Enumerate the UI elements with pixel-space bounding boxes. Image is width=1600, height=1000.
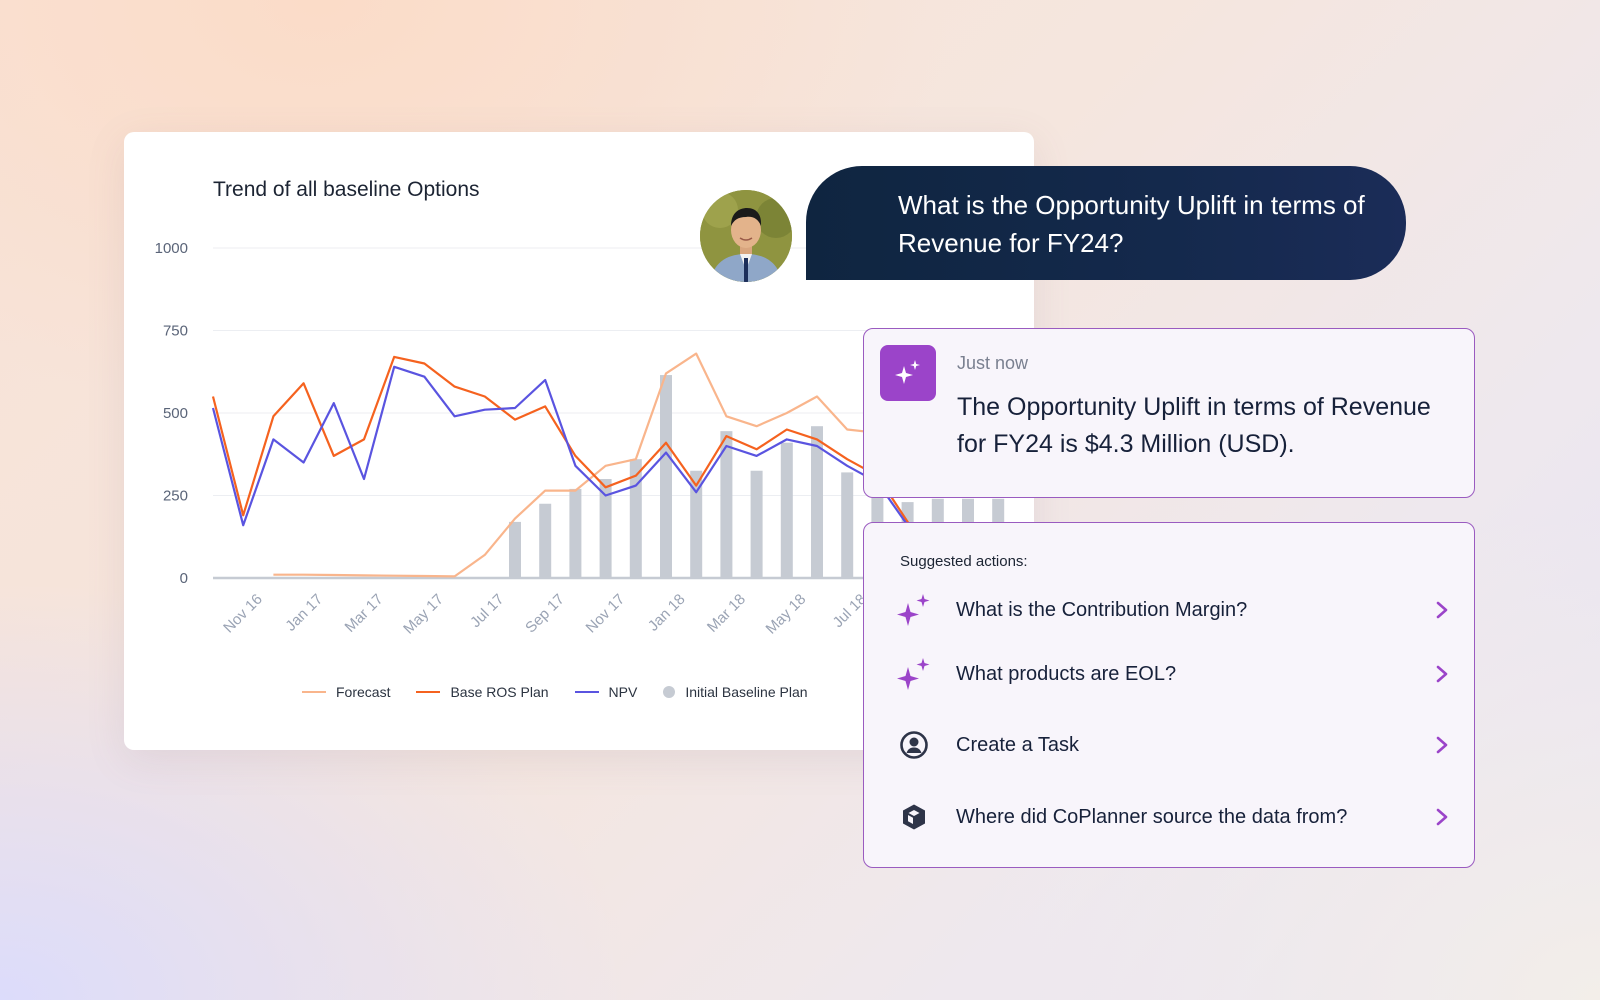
- legend-forecast[interactable]: Forecast: [302, 684, 390, 700]
- legend-baseline[interactable]: Initial Baseline Plan: [663, 684, 808, 700]
- y-tick-label: 250: [163, 488, 188, 505]
- answer-card: Just now The Opportunity Uplift in terms…: [863, 328, 1475, 498]
- legend-base-ros-swatch: [416, 691, 441, 693]
- series-line-npv: [211, 365, 939, 573]
- y-tick-label: 750: [163, 323, 188, 340]
- baseline-bar: [599, 479, 612, 578]
- legend-npv[interactable]: NPV: [574, 684, 638, 700]
- legend-baseline-label: Initial Baseline Plan: [685, 684, 808, 700]
- action-label: Create a Task: [956, 733, 1080, 756]
- action-label: Where did CoPlanner source the data from…: [956, 805, 1348, 828]
- x-tick-label: May 18: [763, 591, 810, 638]
- y-tick-label: 500: [163, 405, 188, 422]
- question-text: What is the Opportunity Uplift in terms …: [898, 190, 1365, 258]
- x-axis-ticks: Nov 16 Jan 17 Mar 17 May 17 Jul 17 Sep 17 Nov …: [220, 591, 870, 638]
- chart-lines: [211, 352, 939, 578]
- avatar: [700, 190, 792, 282]
- sparkle-icon: [894, 590, 934, 630]
- cube-icon: [894, 797, 934, 837]
- action-label: What is the Contribution Margin?: [956, 598, 1248, 621]
- user-avatar-icon: [700, 190, 792, 282]
- baseline-bar: [629, 459, 642, 578]
- legend-npv-label: NPV: [608, 684, 638, 700]
- legend-npv-swatch: [574, 691, 599, 693]
- chevron-right-icon: [1430, 598, 1454, 622]
- x-tick-label: Sep 17: [522, 591, 568, 637]
- suggested-actions-card: Suggested actions: What is the Contribut…: [863, 522, 1475, 868]
- answer-text: The Opportunity Uplift in terms of Reven…: [957, 393, 1431, 458]
- x-tick-label: Jan 17: [282, 591, 326, 635]
- user-circle-icon: [894, 725, 934, 765]
- legend-forecast-label: Forecast: [336, 684, 391, 700]
- baseline-bar: [720, 431, 733, 578]
- x-tick-label: Mar 17: [342, 591, 387, 636]
- baseline-bar: [841, 472, 854, 578]
- chevron-right-icon: [1430, 805, 1454, 829]
- baseline-bar: [660, 375, 672, 578]
- legend-forecast-swatch: [302, 691, 326, 693]
- answer-timestamp: Just now: [957, 353, 1029, 373]
- action-data-source[interactable]: Where did CoPlanner source the data from…: [894, 792, 1454, 842]
- x-tick-label: Nov 16: [220, 591, 266, 637]
- baseline-bar: [539, 503, 552, 578]
- chevron-right-icon: [1430, 662, 1454, 686]
- chart-title: Trend of all baseline Options: [213, 178, 480, 201]
- baseline-bar: [569, 488, 582, 578]
- chevron-right-icon: [1430, 733, 1454, 757]
- series-line-base-ros-plan: [211, 355, 939, 569]
- baseline-bar: [750, 470, 763, 578]
- baseline-bar: [780, 442, 793, 578]
- legend-baseline-swatch: [663, 686, 676, 698]
- y-tick-label: 0: [180, 570, 188, 587]
- sparkle-icon: [894, 654, 934, 694]
- x-tick-label: Jan 18: [645, 591, 689, 635]
- baseline-bar: [509, 521, 521, 578]
- baseline-bar: [811, 426, 823, 578]
- action-products-eol[interactable]: What products are EOL?: [894, 649, 1454, 699]
- action-label: What products are EOL?: [956, 662, 1177, 685]
- series-line-forecast: [273, 352, 908, 578]
- x-tick-label: Mar 18: [704, 591, 749, 636]
- x-tick-label: Nov 17: [583, 591, 629, 637]
- y-tick-label: 1000: [155, 240, 188, 257]
- action-contribution-margin[interactable]: What is the Contribution Margin?: [894, 585, 1454, 635]
- question-bubble: What is the Opportunity Uplift in terms …: [806, 166, 1406, 280]
- legend-base-ros[interactable]: Base ROS Plan: [416, 684, 549, 700]
- x-tick-label: May 17: [400, 591, 447, 638]
- y-axis-ticks: 0 250 500 750 1000: [155, 240, 188, 587]
- x-tick-label: Jul 17: [467, 591, 507, 631]
- chart-legend: Forecast Base ROS Plan NPV Initial Basel…: [302, 684, 808, 700]
- legend-base-ros-label: Base ROS Plan: [450, 684, 549, 700]
- sparkle-icon: [895, 360, 920, 384]
- ai-badge: [880, 345, 936, 401]
- suggested-actions-heading: Suggested actions:: [900, 553, 1028, 570]
- baseline-bar: [690, 470, 703, 578]
- action-create-task[interactable]: Create a Task: [894, 720, 1454, 770]
